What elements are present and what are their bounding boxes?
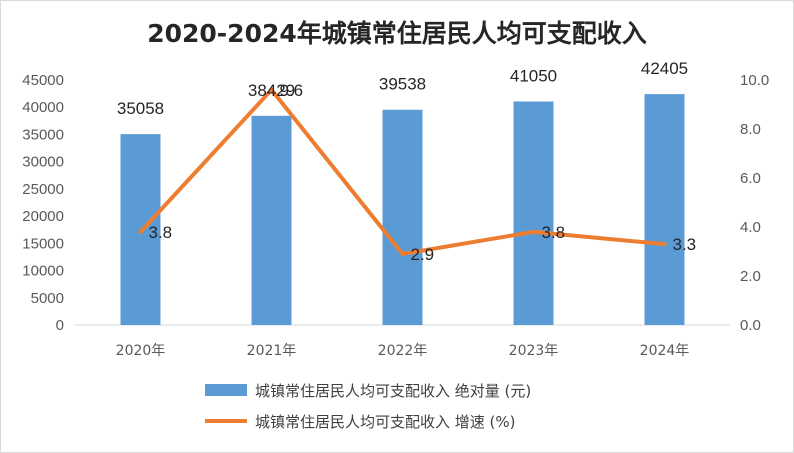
y-right-tick-label: 0.0	[740, 317, 761, 334]
line-value-label: 9.6	[280, 81, 304, 100]
y-left-tick-label: 20000	[22, 208, 64, 225]
y-right-tick-label: 6.0	[740, 170, 761, 187]
line-value-label: 2.9	[411, 245, 435, 264]
y-left-tick-label: 40000	[22, 99, 64, 116]
y-left-tick-label: 30000	[22, 154, 64, 171]
y-right-tick-label: 4.0	[740, 219, 761, 236]
bar-value-label: 38429	[248, 81, 295, 100]
bar-value-label: 41050	[510, 67, 557, 86]
bar-series	[120, 94, 685, 326]
legend-bar-label: 城镇常住居民人均可支配收入 绝对量 (元)	[255, 382, 531, 400]
y-right-tick-label: 8.0	[740, 121, 761, 138]
x-category-label: 2022年	[378, 343, 428, 359]
line-point	[662, 242, 667, 247]
y-left-tick-label: 15000	[22, 235, 64, 252]
x-category-label: 2023年	[509, 343, 559, 359]
legend-line-label: 城镇常住居民人均可支配收入 增速 (%)	[255, 413, 516, 431]
data-labels: 35058 38429 39538 41050 42405 3.8 9.6 2.9 3.8 3.3	[117, 59, 696, 264]
bar-value-label: 39538	[379, 75, 426, 94]
x-category-label: 2020年	[116, 343, 166, 359]
y-left-tick-label: 45000	[22, 72, 64, 89]
y-left-tick-label: 10000	[22, 263, 64, 280]
bar	[251, 115, 292, 325]
y-left-tick-label: 0	[56, 317, 64, 334]
line-series	[138, 87, 667, 256]
chart-title: 2020-2024年城镇常住居民人均可支配收入	[147, 19, 647, 48]
x-category-label: 2024年	[640, 343, 690, 359]
bar	[644, 94, 685, 326]
axes: 0 5000 10000 15000 20000 25000 30000 35000 40000…	[22, 72, 769, 359]
line-point	[531, 229, 536, 234]
line-value-label: 3.8	[542, 223, 566, 242]
bar-value-label: 42405	[641, 59, 688, 78]
bar-value-label: 35058	[117, 99, 164, 118]
y-right-tick-label: 2.0	[740, 268, 761, 285]
line-point	[400, 251, 405, 256]
legend-bar-swatch	[205, 384, 247, 396]
bar	[513, 101, 554, 325]
line-point	[138, 229, 143, 234]
y-left-tick-label: 25000	[22, 181, 64, 198]
line-value-label: 3.3	[673, 235, 697, 254]
y-left-tick-label: 35000	[22, 126, 64, 143]
line-point	[269, 87, 274, 92]
y-right-tick-label: 10.0	[740, 72, 769, 89]
y-left-tick-label: 5000	[31, 290, 64, 307]
legend: 城镇常住居民人均可支配收入 绝对量 (元) 城镇常住居民人均可支配收入 增速 (%…	[205, 382, 531, 431]
line-value-label: 3.8	[149, 223, 173, 242]
bar	[382, 109, 423, 326]
x-category-label: 2021年	[247, 343, 297, 359]
